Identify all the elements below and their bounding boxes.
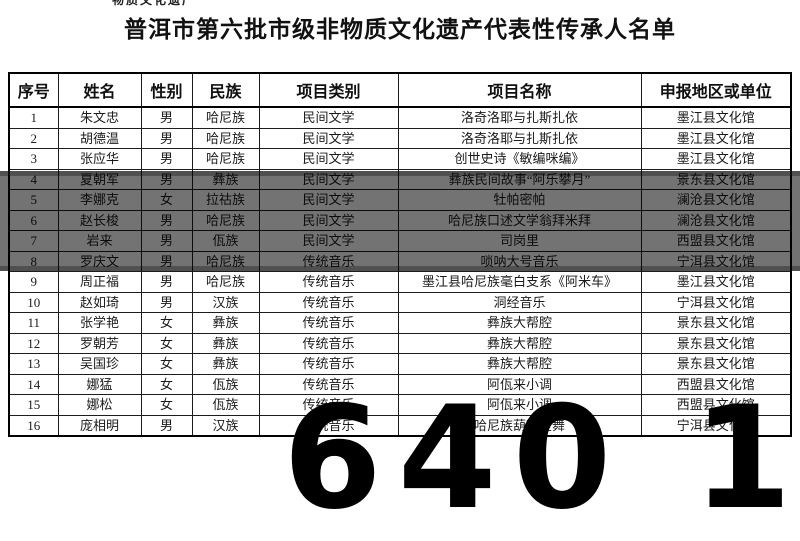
table-cell: 娜猛: [57, 373, 142, 395]
table-cell: 庞相明: [57, 414, 142, 437]
table-row: 15 娜松女佤族 传统音乐 阿佤来小调 西盟县文化馆: [8, 394, 792, 416]
table-cell: 民间文学: [258, 106, 399, 129]
header-index: 序号: [8, 72, 59, 108]
table-cell: 2: [8, 127, 59, 149]
table-row: 1 朱文忠男哈尼族 民间文学 洛奇洛耶与扎斯扎依 墨江县文化馆: [8, 106, 792, 129]
table-cell: 佤族: [191, 394, 260, 416]
table-cell: 女: [140, 394, 193, 416]
table-cell: 朱文忠: [57, 106, 142, 129]
table-cell: 女: [140, 373, 193, 395]
page-title: 普洱市第六批市级非物质文化遗产代表性传承人名单: [124, 17, 676, 42]
table-cell: 彝族: [191, 353, 260, 375]
table-cell: 女: [140, 353, 193, 375]
table-cell: 周正福: [57, 271, 142, 293]
table-cell: 哈尼族: [191, 106, 260, 129]
table-cell: 洛奇洛耶与扎斯扎依: [397, 127, 642, 149]
table-cell: 娜松: [57, 394, 142, 416]
header-ethnic: 民族: [191, 72, 260, 108]
table-cell: 男: [140, 271, 193, 293]
table-cell: 哈尼族: [191, 271, 260, 293]
table-cell: 16: [8, 414, 59, 437]
table-cell: 男: [140, 291, 193, 313]
table-cell: 景东县文化馆: [640, 332, 792, 354]
table-cell: 张应华: [57, 148, 142, 170]
table-cell: 女: [140, 312, 193, 334]
table-row: 12 罗朝芳女彝族 传统音乐 彝族大帮腔 景东县文化馆: [8, 332, 792, 354]
table-cell: 民间文学: [258, 148, 399, 170]
table-cell: 墨江县文化馆: [640, 148, 792, 170]
table-cell: 彝族大帮腔: [397, 332, 642, 354]
table-header: 序号 姓名 性别 民族 项目类别 项目名称 申报地区或单位: [8, 72, 792, 108]
table-cell: 赵如琦: [57, 291, 142, 313]
table-cell: 哈尼族葫芦笙舞: [397, 414, 642, 437]
header-project: 项目名称: [397, 72, 642, 108]
table-cell: 1: [8, 106, 59, 129]
table-cell: 彝族: [191, 312, 260, 334]
table-cell: 吴国珍: [57, 353, 142, 375]
table-cell: 11: [8, 312, 59, 334]
table-cell: 彝族: [191, 332, 260, 354]
table-cell: 男: [140, 106, 193, 129]
table-cell: 汉族: [191, 291, 260, 313]
table-cell: 彝族大帮腔: [397, 353, 642, 375]
table-row: 14 娜猛女佤族 传统音乐 阿佤来小调 西盟县文化馆: [8, 373, 792, 395]
table-cell: 12: [8, 332, 59, 354]
table-cell: 传统音乐: [258, 414, 399, 437]
table-cell: 传统音乐: [258, 332, 399, 354]
table-cell: 彝族大帮腔: [397, 312, 642, 334]
table-row: 10 赵如琦男汉族 传统音乐 洞经音乐 宁洱县文化馆: [8, 291, 792, 313]
redaction-overlay: [0, 171, 800, 271]
table-cell: 墨江县文化馆: [640, 271, 792, 293]
table-cell: 罗朝芳: [57, 332, 142, 354]
table-cell: 传统音乐: [258, 291, 399, 313]
table-cell: 3: [8, 148, 59, 170]
redaction-overlay-top-edge: [0, 171, 800, 176]
table-cell: 宁洱县文化馆: [640, 414, 792, 437]
table-cell: 宁洱县文化馆: [640, 291, 792, 313]
table-cell: 男: [140, 127, 193, 149]
table-cell: 创世史诗《敏编咪编》: [397, 148, 642, 170]
table-row: 16 庞相明男汉族 传统音乐 哈尼族葫芦笙舞 宁洱县文化馆: [8, 414, 792, 437]
table-cell: 女: [140, 332, 193, 354]
table-cell: 景东县文化馆: [640, 353, 792, 375]
table-cell: 佤族: [191, 373, 260, 395]
header-category: 项目类别: [258, 72, 399, 108]
table-cell: 哈尼族: [191, 127, 260, 149]
table-row: 3 张应华男哈尼族 民间文学 创世史诗《敏编咪编》 墨江县文化馆: [8, 148, 792, 170]
table-cell: 墨江县文化馆: [640, 127, 792, 149]
table-cell: 男: [140, 148, 193, 170]
table-cell: 13: [8, 353, 59, 375]
table-cell: 哈尼族: [191, 148, 260, 170]
table-cell: 洛奇洛耶与扎斯扎依: [397, 106, 642, 129]
table-cell: 民间文学: [258, 127, 399, 149]
redaction-overlay-bottom-edge: [0, 266, 800, 271]
table-row: 9 周正福男哈尼族 传统音乐 墨江县哈尼族毫白支系《阿米车》 墨江县文化馆: [8, 271, 792, 293]
table-cell: 汉族: [191, 414, 260, 437]
header-name: 姓名: [57, 72, 142, 108]
table-cell: 张学艳: [57, 312, 142, 334]
table-cell: 墨江县哈尼族毫白支系《阿米车》: [397, 271, 642, 293]
cropped-text-artifact: 物质文化遗产: [112, 0, 192, 7]
table-cell: 景东县文化馆: [640, 312, 792, 334]
table-cell: 胡德温: [57, 127, 142, 149]
watermark-text: 640 1: [283, 376, 800, 541]
table-cell: 15: [8, 394, 59, 416]
table-cell: 洞经音乐: [397, 291, 642, 313]
table-cell: 传统音乐: [258, 353, 399, 375]
table-cell: 传统音乐: [258, 312, 399, 334]
table-row: 2 胡德温男哈尼族 民间文学 洛奇洛耶与扎斯扎依 墨江县文化馆: [8, 127, 792, 149]
table-row: 11 张学艳女彝族 传统音乐 彝族大帮腔 景东县文化馆: [8, 312, 792, 334]
table-cell: 10: [8, 291, 59, 313]
table-cell: 西盟县文化馆: [640, 373, 792, 395]
table-cell: 男: [140, 414, 193, 437]
table-cell: 西盟县文化馆: [640, 394, 792, 416]
table-cell: 传统音乐: [258, 271, 399, 293]
header-gender: 性别: [140, 72, 193, 108]
table-row: 13 吴国珍女彝族 传统音乐 彝族大帮腔 景东县文化馆: [8, 353, 792, 375]
table-cell: 墨江县文化馆: [640, 106, 792, 129]
table-cell: 9: [8, 271, 59, 293]
table-cell: 14: [8, 373, 59, 395]
header-unit: 申报地区或单位: [640, 72, 792, 108]
